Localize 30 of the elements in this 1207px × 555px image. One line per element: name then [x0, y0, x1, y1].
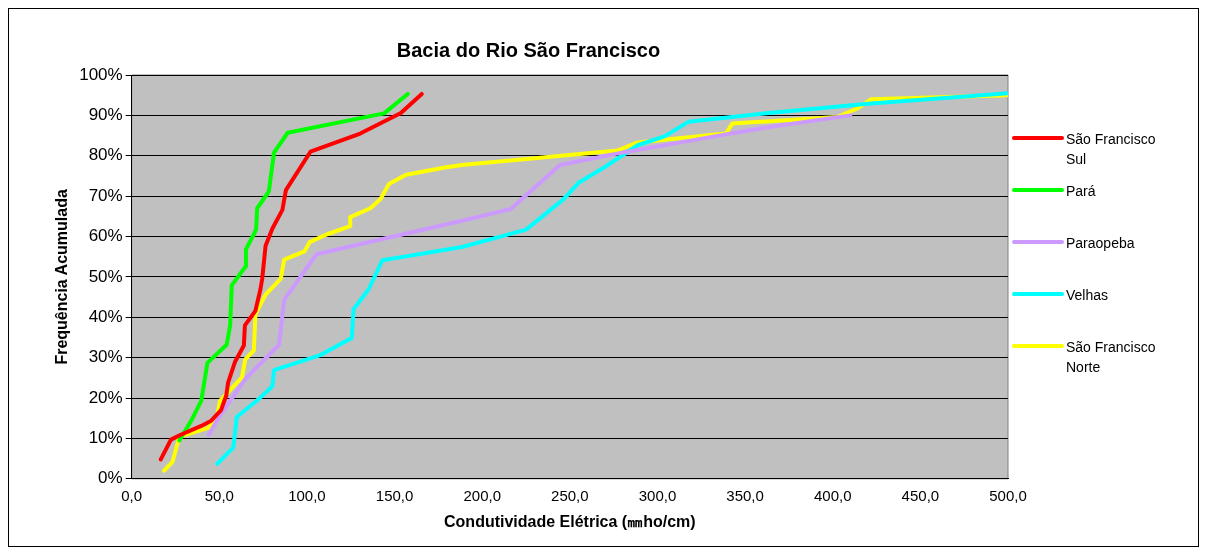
x-tick-label: 300,0: [638, 486, 677, 504]
legend-label: São Francisco Norte: [1066, 338, 1157, 377]
x-axis-title: Condutividade Elétrica (㎜ho/cm): [444, 512, 696, 530]
y-tick-label: 10%: [88, 428, 123, 448]
y-tick-label: 60%: [88, 226, 123, 246]
y-axis-title: Frequência Acumulada: [53, 189, 71, 365]
x-tick-label: 500,0: [989, 486, 1027, 504]
x-tick-label: 150,0: [375, 486, 414, 504]
x-tick-label: 200,0: [463, 486, 501, 504]
x-tick-label: 100,0: [288, 486, 326, 504]
x-tick-label: 250,0: [551, 486, 589, 504]
y-tick-label: 90%: [88, 105, 123, 125]
chart-title: Bacia do Rio São Francisco: [396, 38, 661, 61]
x-tick-label: 0,0: [121, 486, 143, 504]
y-tick-label: 40%: [88, 306, 123, 326]
legend-label: Pará: [1066, 182, 1097, 201]
y-tick-label: 50%: [88, 266, 123, 286]
x-tick-label: 50,0: [204, 486, 234, 504]
x-tick-label: 400,0: [813, 486, 852, 504]
y-tick-label: 70%: [88, 185, 123, 205]
x-tick-label: 350,0: [726, 486, 764, 504]
y-tick-label: 30%: [88, 347, 123, 367]
x-tick-label: 450,0: [901, 486, 940, 504]
legend-label: São Francisco Sul: [1066, 130, 1157, 169]
y-tick-label: 0%: [98, 468, 123, 488]
y-tick-label: 100%: [79, 64, 123, 84]
legend-label: Paraopeba: [1066, 234, 1136, 253]
legend-label: Velhas: [1066, 286, 1110, 305]
y-tick-label: 80%: [88, 145, 123, 165]
y-tick-label: 20%: [88, 387, 123, 407]
